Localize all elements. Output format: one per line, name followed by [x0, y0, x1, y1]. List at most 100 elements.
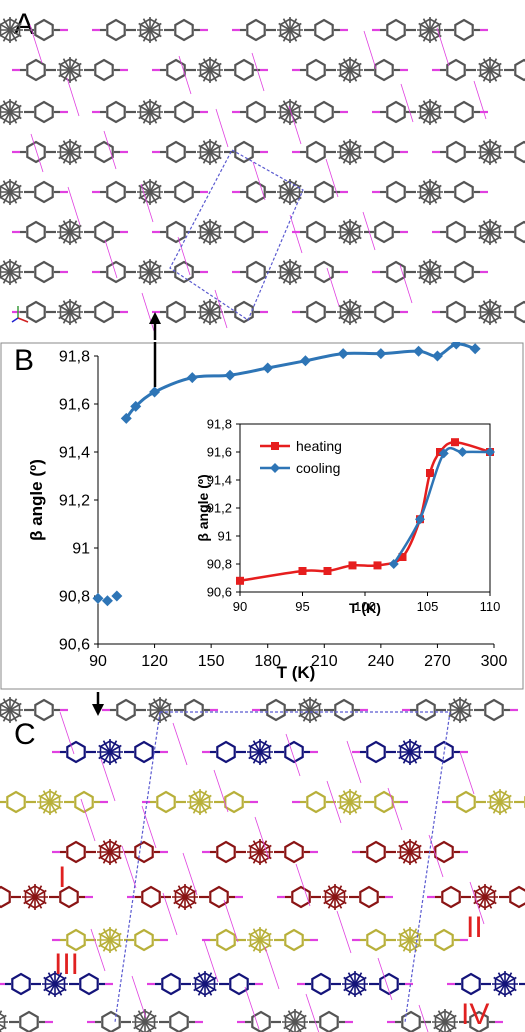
cage-bond — [323, 889, 347, 905]
cage-bond — [338, 794, 362, 810]
cage-bond — [138, 264, 162, 280]
phenyl-ring — [306, 790, 326, 814]
cage-bond — [138, 22, 162, 38]
cage-ring — [199, 140, 221, 164]
molecule — [92, 99, 208, 125]
main-y-tick-label: 91,6 — [59, 397, 90, 414]
cage-bond — [433, 1014, 457, 1030]
contact-line — [131, 975, 147, 1019]
phenyl-ring — [106, 260, 126, 284]
molecule — [292, 299, 408, 325]
phenyl-ring — [26, 220, 46, 244]
layer-label-iii: III — [54, 948, 79, 981]
contact-line — [473, 80, 487, 120]
phenyl-ring — [101, 1010, 121, 1032]
contact-line — [362, 211, 376, 251]
phenyl-ring — [454, 180, 474, 204]
molecule — [372, 259, 488, 285]
inset-heating-point — [236, 576, 244, 585]
phenyl-ring — [174, 180, 194, 204]
cage-ring — [279, 260, 301, 284]
phenyl-ring — [169, 1010, 189, 1032]
molecule — [447, 971, 525, 997]
contact-line — [215, 108, 229, 148]
inset-heating-point — [348, 561, 357, 570]
phenyl-ring — [59, 885, 79, 909]
molecule — [352, 839, 468, 865]
axis-glyph-a — [17, 317, 29, 323]
phenyl-ring — [386, 100, 406, 124]
cage-bond — [0, 264, 22, 279]
phenyl-ring — [216, 740, 236, 764]
phenyl-ring — [229, 972, 249, 996]
unit-cell — [169, 149, 304, 321]
cage-ring — [0, 180, 21, 204]
cage-ring — [99, 840, 121, 864]
phenyl-ring — [66, 928, 86, 952]
cage-bond — [193, 976, 217, 992]
contact-line — [387, 787, 403, 831]
contact-line — [469, 881, 485, 925]
cage-ring — [399, 840, 421, 864]
cage-bond — [418, 104, 442, 120]
contact-line — [30, 133, 44, 173]
cage-ring — [279, 180, 301, 204]
cage-ring — [0, 260, 21, 284]
main-y-tick-label: 90,8 — [59, 589, 90, 606]
molecule — [152, 57, 268, 83]
phenyl-ring — [284, 840, 304, 864]
molecule — [87, 1009, 203, 1032]
inset-x-tick-label: 110 — [480, 599, 501, 614]
contact-line — [399, 264, 413, 304]
contact-line — [254, 816, 270, 860]
cage-ring — [139, 260, 161, 284]
main-data-point — [92, 592, 104, 604]
main-data-point — [186, 372, 198, 384]
contact-line — [140, 183, 154, 223]
phenyl-ring — [446, 58, 466, 82]
cage-bond — [0, 22, 22, 37]
inset-cooling-point — [457, 447, 468, 457]
cage-ring — [139, 18, 161, 42]
cage-ring — [479, 220, 501, 244]
molecule — [432, 139, 525, 165]
inset-y-tick-label: 91,6 — [207, 445, 232, 460]
phenyl-ring — [246, 180, 266, 204]
phenyl-ring — [66, 840, 86, 864]
phenyl-ring — [94, 58, 114, 82]
cage-bond — [133, 1014, 157, 1030]
cage-ring — [0, 698, 21, 722]
cage-bond — [338, 224, 362, 240]
phenyl-ring — [469, 1010, 489, 1032]
molecule — [292, 139, 408, 165]
contact-line — [252, 161, 266, 201]
phenyl-ring — [374, 58, 394, 82]
molecule — [92, 259, 208, 285]
contact-line — [289, 214, 303, 254]
phenyl-ring — [141, 885, 161, 909]
phenyl-ring — [456, 790, 476, 814]
phenyl-ring — [461, 972, 481, 996]
main-data-point — [413, 345, 425, 357]
cage-ring — [59, 58, 81, 82]
contact-line — [264, 946, 280, 990]
axis-glyph-b — [11, 317, 19, 323]
cage-bond — [398, 744, 422, 760]
inset-y-tick-label: 91,2 — [207, 501, 232, 516]
contact-line — [182, 852, 198, 896]
cage-ring — [474, 885, 496, 909]
cage-bond — [418, 264, 442, 280]
phenyl-ring — [374, 300, 394, 324]
phenyl-ring — [366, 740, 386, 764]
molecule — [387, 1009, 503, 1032]
phenyl-ring — [26, 58, 46, 82]
cage-ring — [199, 58, 221, 82]
phenyl-ring — [246, 260, 266, 284]
molecule — [0, 789, 108, 815]
molecule — [442, 789, 525, 815]
cage-bond — [488, 794, 512, 810]
main-data-point — [450, 342, 462, 350]
cage-ring — [134, 1010, 156, 1032]
cage-ring — [0, 1012, 6, 1032]
molecule — [202, 739, 318, 765]
